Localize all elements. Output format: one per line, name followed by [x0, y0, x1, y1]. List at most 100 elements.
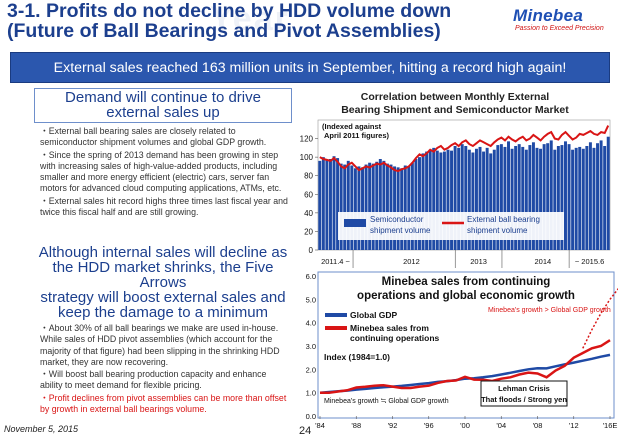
chart2-ytick-label: 3.0 [306, 342, 316, 351]
strategy-bullet-2: ・Will boost ball bearing production capa… [40, 369, 267, 391]
chart2-title-line-1: Minebea sales from continuing [382, 276, 551, 288]
chart1-bar [435, 150, 439, 250]
chart2-lehman-box [480, 380, 568, 407]
chart1-bar [524, 149, 528, 250]
chart1-bar [457, 147, 461, 250]
strategy-heading-line-4: keep the damage to a minimum [57, 304, 269, 321]
chart1-bar [346, 160, 350, 250]
chart1-bar [539, 148, 543, 250]
chart1-bar [606, 136, 610, 250]
chart1-bar [514, 146, 518, 250]
chart1-legend-line-line-1: External ball bearing [467, 215, 540, 224]
chart1-bar [471, 152, 475, 250]
chart1-bar [439, 152, 443, 250]
title-line-1: 3-1. Profits do not decline by HDD volum… [7, 0, 452, 22]
chart1-bar [321, 157, 325, 250]
chart1-annotation-line-2: April 2011 figures) [324, 131, 390, 140]
chart1-annotation-line-1: (Indexed against [322, 122, 382, 131]
chart1-bar [357, 166, 361, 250]
chart1-bar [432, 147, 436, 250]
strategy-heading-line-3: strategy will boost external sales and [40, 289, 286, 306]
strategy-panel-heading: Although internal sales will decline as … [34, 244, 292, 323]
chart1-bar [542, 144, 546, 250]
chart1-bar [492, 149, 496, 250]
chart1-bar [325, 159, 329, 250]
chart1-bar [599, 140, 603, 250]
chart1-labels: (Indexed against April 2011 figures) Sem… [322, 122, 564, 240]
chart1-legend-bars-line-2: shipment volume [370, 226, 431, 235]
chart2-ytick-label: 2.0 [306, 365, 316, 374]
chart2-xtick-label: '88 [351, 421, 361, 430]
chart1-bar [442, 151, 446, 250]
chart1-bar [425, 151, 429, 250]
watermark: Year [210, 0, 290, 38]
chart1-bar [375, 161, 379, 250]
chart2-axes: 0.0 1.0 2.0 3.0 4.0 5.0 6.0 '84 '88 '92 '96 '00 '04 '… [306, 272, 618, 430]
demand-heading-line-2: external sales up [106, 104, 220, 121]
chart1-bearing-line [319, 125, 610, 173]
chart1-bar [485, 147, 489, 250]
chart1-ytick-label: 60 [304, 190, 313, 199]
chart2-xtick-label: '96 [424, 421, 434, 430]
chart1-bar [353, 168, 357, 250]
page-title: 3-1. Profits do not decline by HDD volum… [7, 1, 507, 41]
chart1-bar [318, 160, 322, 250]
chart1-bar [489, 153, 493, 250]
chart1-bar [339, 163, 343, 250]
chart2-legend-gdp: Global GDP [350, 310, 398, 320]
chart1-bar [535, 147, 539, 250]
chart1-ytick-label: 120 [300, 135, 314, 144]
chart1-bar [385, 163, 389, 250]
chart1-bar [503, 146, 507, 250]
strategy-heading-line-2: the HDD market shrinks, the Five Arrows [52, 259, 274, 291]
chart1-ytick-label: 20 [304, 227, 313, 236]
sales-growth-chart: Minebea sales from continuing operations… [306, 271, 618, 430]
chart2-xtick-label: '04 [496, 421, 506, 430]
chart1-bar [585, 146, 589, 250]
chart1-ytick-label: 80 [304, 172, 313, 181]
chart1-bar [574, 147, 578, 250]
chart1-bar [389, 164, 393, 250]
chart2-ytick-label: 0.0 [306, 412, 316, 421]
demand-panel: Demand will continue to drive external s… [34, 88, 292, 240]
chart2-lehman-line-1: Lehman Crisis [498, 384, 550, 393]
chart2-xtick-label: '00 [460, 421, 470, 430]
chart1-bar [371, 163, 375, 250]
chart1-xtick-label: ~ 2015.6 [575, 257, 604, 266]
chart1-bar [546, 143, 550, 250]
chart1-bar [382, 160, 386, 250]
chart1-bar [328, 159, 332, 250]
demand-panel-heading: Demand will continue to drive external s… [34, 88, 292, 123]
chart1-xtick-label: 2013 [470, 257, 487, 266]
chart2-xtick-label: '12 [569, 421, 579, 430]
strategy-bullet-1: ・About 30% of all ball bearings we make … [40, 323, 280, 367]
chart1-bar [446, 149, 450, 250]
chart1-bar [478, 146, 482, 250]
chart1-bar [364, 164, 368, 250]
chart1-ytick-label: 100 [300, 153, 314, 162]
chart1-bar [368, 162, 372, 250]
chart2-ytick-label: 4.0 [306, 319, 316, 328]
chart1-legend-box [338, 212, 564, 240]
strategy-panel: Although internal sales will decline as … [34, 244, 292, 420]
chart2-ytick-label: 6.0 [306, 272, 316, 281]
chart1-title-line-1: Correlation between Monthly External [361, 91, 550, 103]
chart2-ytick-label: 5.0 [306, 295, 316, 304]
chart1-bar [414, 159, 418, 250]
chart1-bar [467, 149, 471, 250]
chart1-bar [603, 146, 607, 250]
chart1-bar [450, 150, 454, 250]
chart1-bar [460, 144, 464, 250]
chart1-ytick-label: 40 [304, 209, 313, 218]
chart1-bar [564, 141, 567, 250]
demand-panel-body: ・External ball bearing sales are closely… [34, 126, 292, 218]
strategy-bullet-red: ・Profit declines from pivot assemblies c… [40, 392, 287, 415]
chart1-bar [400, 168, 404, 250]
chart1-bar [507, 141, 510, 250]
headline-banner: External sales reached 163 million units… [10, 52, 610, 83]
chart2-annotation-growth-eq: Minebea's growth ≒ Global GDP growth [324, 398, 449, 405]
chart2-legend: Global GDP Minebea sales from continuing… [325, 310, 440, 343]
chart2-xtick-label: '84 [315, 421, 325, 430]
chart1-bar [396, 167, 400, 250]
chart2-projection-line [582, 287, 618, 349]
